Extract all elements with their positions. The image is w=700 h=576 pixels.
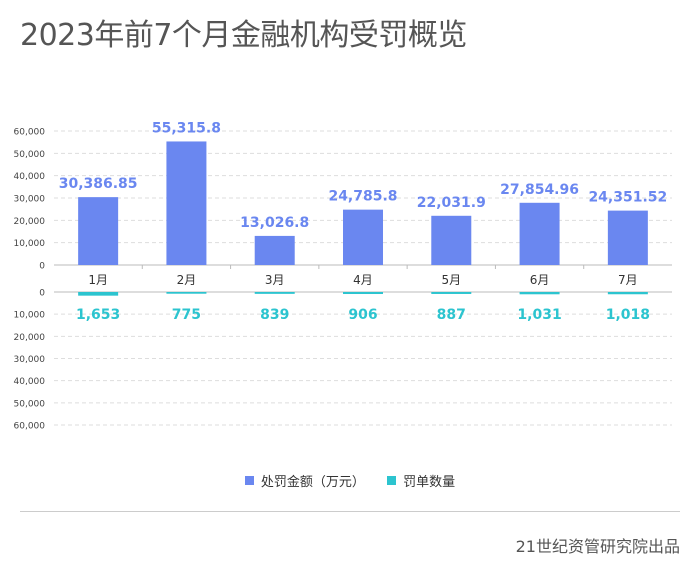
data-label-fine-amount: 30,386.85 [59,176,138,192]
data-label-ticket-count: 906 [348,307,377,323]
x-tick-label: 3月 [265,273,285,287]
x-tick-label: 4月 [353,273,373,287]
x-tick-label: 7月 [618,273,638,287]
bar-fine-amount [607,210,648,265]
data-label-fine-amount: 27,854.96 [500,182,579,198]
data-label-fine-amount: 24,785.8 [328,189,397,205]
bottom-y-tick-label: 50,000 [14,399,46,409]
data-label-fine-amount: 22,031.9 [417,195,486,211]
data-label-ticket-count: 1,653 [76,307,120,323]
data-label-ticket-count: 1,031 [517,307,561,323]
top-y-tick-label: 50,000 [14,150,46,160]
bottom-y-tick-label: 40,000 [14,377,46,387]
data-label-ticket-count: 839 [260,307,289,323]
bar-ticket-count [343,292,383,295]
data-label-fine-amount: 13,026.8 [240,215,309,231]
bar-ticket-count [607,292,648,295]
legend-label-ticket-count: 罚单数量 [403,475,456,490]
bottom-y-tick-label: 20,000 [14,333,46,343]
top-y-tick-label: 60,000 [14,128,46,138]
top-y-tick-label: 40,000 [14,172,46,182]
top-y-tick-label: 10,000 [14,239,46,249]
x-tick-label: 5月 [441,273,461,287]
x-tick-label: 6月 [530,273,550,287]
bar-ticket-count [166,292,207,294]
bar-fine-amount [431,215,472,265]
source-credit: 21世纪资管研究院出品 [515,537,680,556]
bottom-y-tick-label: 0 [39,289,45,299]
bar-fine-amount [78,197,119,265]
x-tick-label: 1月 [88,273,108,287]
x-tick-label: 2月 [177,273,197,287]
bar-fine-amount [343,209,383,265]
chart-title: 2023年前7个月金融机构受罚概览 [20,18,467,53]
legend-label-fine-amount: 处罚金额（万元） [260,475,365,490]
legend: 处罚金额（万元） 罚单数量 [0,471,700,490]
legend-item-ticket-count[interactable]: 罚单数量 [387,471,455,490]
top-y-tick-label: 30,000 [14,195,46,205]
bottom-y-tick-label: 30,000 [14,355,46,365]
bar-ticket-count [78,292,119,296]
footer-divider [20,511,680,512]
data-label-ticket-count: 887 [437,307,466,323]
data-label-fine-amount: 24,351.52 [588,190,667,206]
butterfly-bar-chart: 0 10,000 20,000 30,000 40,000 50,000 60,000 0 10… [14,120,672,432]
legend-swatch-fine-amount [244,476,254,485]
legend-swatch-ticket-count [387,476,397,485]
bottom-y-tick-label: 60,000 [14,422,46,432]
bar-ticket-count [431,292,472,294]
bar-fine-amount [166,141,207,265]
bar-ticket-count [519,292,560,295]
data-label-ticket-count: 1,018 [606,307,650,323]
bar-ticket-count [254,292,295,294]
top-y-tick-label: 20,000 [14,217,46,227]
data-label-fine-amount: 55,315.8 [152,120,221,136]
top-y-tick-label: 0 [39,262,45,272]
bar-fine-amount [254,235,295,265]
data-label-ticket-count: 775 [172,307,201,323]
bottom-y-tick-label: 10,000 [14,311,46,321]
bar-fine-amount [519,202,560,265]
legend-item-fine-amount[interactable]: 处罚金额（万元） [244,471,365,490]
